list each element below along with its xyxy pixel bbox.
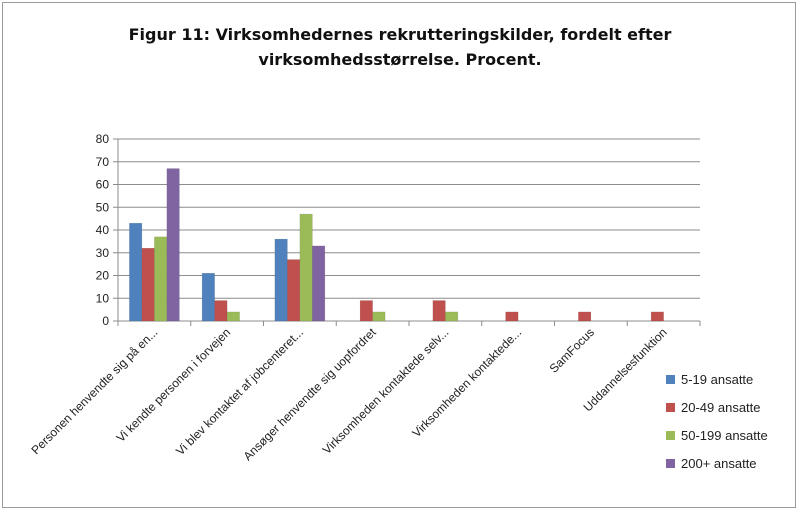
bar-3-3 [299, 213, 313, 322]
legend-swatch [666, 403, 675, 412]
category-label: Personen henvendte sig på en... [28, 325, 160, 457]
y-tick-label: 80 [96, 132, 110, 146]
bar-2-6 [505, 311, 519, 322]
bar-1-1 [129, 222, 143, 322]
bar-1-3 [274, 238, 288, 322]
legend-swatch [666, 459, 675, 468]
chart-title-line-1: Figur 11: Virksomhedernes rekrutteringsk… [129, 25, 672, 44]
bar-2-7 [578, 311, 592, 322]
bar-2-2 [214, 300, 228, 322]
legend-label: 200+ ansatte [681, 456, 757, 471]
category-label: Uddannelsesfunktion [581, 325, 670, 414]
legend-swatch [666, 375, 675, 384]
bar-3-4 [372, 311, 386, 322]
axes: 0 10 20 30 40 50 60 70 80 [96, 132, 701, 328]
bar-3-2 [226, 311, 240, 322]
bar-2-5 [432, 300, 446, 322]
bar-3-5 [445, 311, 459, 322]
bar-2-8 [650, 311, 664, 322]
bar-4-3 [312, 245, 326, 322]
category-label: SamFocus [547, 325, 597, 375]
legend-label: 50-199 ansatte [681, 428, 768, 443]
legend-label: 20-49 ansatte [681, 400, 761, 415]
bar-1-2 [201, 272, 215, 322]
bar-4-1 [166, 168, 180, 322]
bar-2-3 [287, 259, 301, 322]
y-tick-label: 20 [96, 269, 110, 283]
legend-label: 5-19 ansatte [681, 372, 753, 387]
bars [129, 168, 664, 322]
y-tick-label: 10 [96, 291, 110, 305]
gridlines [118, 138, 700, 322]
y-tick-label: 70 [96, 155, 110, 169]
bar-2-1 [141, 247, 155, 322]
category-label: Ansøger henvendte sig uopfordret [241, 325, 380, 464]
category-label: Virksomheden kontaktede selv... [320, 325, 452, 457]
legend: 5-19 ansatte 20-49 ansatte 50-199 ansatte 2… [666, 372, 768, 471]
y-tick-label: 40 [96, 223, 110, 237]
category-labels: Personen henvendte sig på en...Vi kendte… [28, 325, 669, 464]
y-tick-label: 60 [96, 178, 110, 192]
legend-swatch [666, 431, 675, 440]
y-tick-label: 0 [102, 314, 109, 328]
y-tick-label: 50 [96, 200, 110, 214]
bar-3-1 [154, 236, 168, 322]
y-tick-label: 30 [96, 246, 110, 260]
category-label: Vi blev kontaktet af jobcenteret... [173, 325, 306, 458]
chart-canvas: Figur 11: Virksomhedernes rekrutteringsk… [28, 25, 768, 471]
chart-title-line-2: virksomhedsstørrelse. Procent. [258, 50, 541, 69]
bar-2-4 [359, 300, 373, 322]
